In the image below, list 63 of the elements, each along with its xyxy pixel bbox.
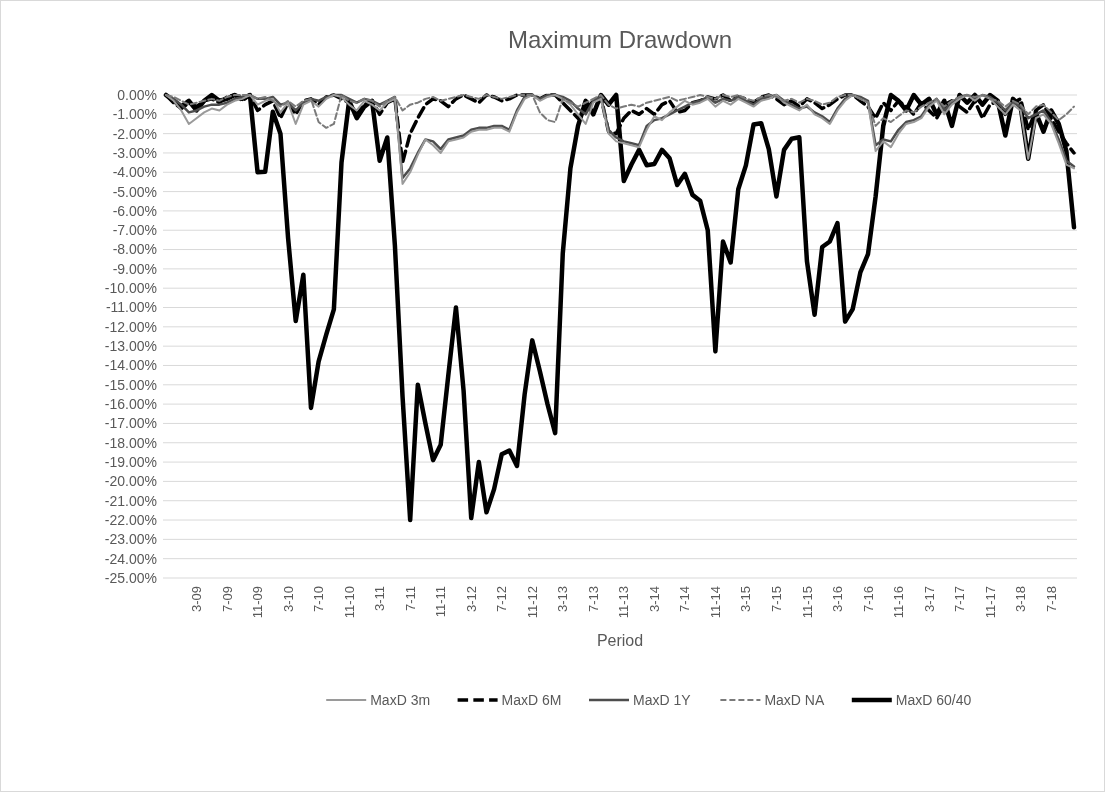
x-tick-label: 7-12 (494, 586, 510, 613)
chart-title: Maximum Drawdown (507, 26, 733, 53)
x-tick-label: 3-12 (463, 586, 479, 613)
line-series (165, 94, 1075, 129)
y-tick-label: -19.00% (104, 453, 157, 470)
x-tick-label: 11-11 (433, 586, 449, 618)
x-tick-label: 7-11 (402, 586, 418, 612)
y-tick-label: -2.00% (112, 125, 157, 142)
legend-label: MaxD 6M (501, 691, 562, 708)
x-tick-label: 11-10 (341, 586, 357, 619)
y-tick-label: -23.00% (104, 531, 157, 548)
legend-label: MaxD 1Y (633, 691, 692, 708)
legend-label: MaxD NA (764, 691, 825, 708)
y-tick-label: -12.00% (104, 318, 157, 335)
x-tick-label: 7-17 (952, 586, 968, 613)
x-tick-label: 11-15 (799, 586, 815, 619)
x-tick-label: 11-16 (891, 586, 907, 619)
y-tick-label: -22.00% (104, 511, 157, 528)
x-tick-label: 3-16 (830, 586, 846, 613)
x-tick-label: 7-14 (677, 586, 693, 613)
y-tick-label: 0.00% (117, 86, 157, 103)
y-tick-label: -11.00% (105, 299, 157, 316)
y-tick-label: -7.00% (112, 222, 157, 239)
x-tick-label: 3-09 (189, 586, 205, 613)
y-tick-label: -8.00% (112, 241, 157, 258)
x-tick-label: 11-17 (982, 586, 998, 619)
x-tick-label: 11-12 (524, 586, 540, 619)
x-tick-label: 7-09 (219, 586, 235, 613)
y-tick-label: -4.00% (112, 164, 157, 181)
y-tick-label: -13.00% (104, 338, 157, 355)
y-tick-label: -21.00% (104, 492, 157, 509)
x-tick-label: 11-14 (707, 586, 723, 619)
x-tick-label: 3-13 (555, 586, 571, 613)
x-tick-label: 3-11 (372, 586, 388, 612)
y-tick-label: -5.00% (112, 183, 157, 200)
legend-label: MaxD 3m (370, 691, 431, 708)
y-tick-label: -10.00% (104, 280, 157, 297)
x-tick-label: 7-16 (860, 586, 876, 613)
x-tick-label: 11-13 (616, 586, 632, 619)
x-axis-title: Period (596, 631, 644, 649)
x-tick-label: 7-13 (585, 586, 601, 613)
y-tick-label: -3.00% (112, 144, 157, 161)
y-tick-label: -1.00% (112, 106, 157, 123)
y-tick-label: -24.00% (104, 550, 157, 567)
x-tick-label: 7-10 (311, 586, 327, 613)
y-tick-label: -25.00% (104, 569, 157, 586)
x-tick-label: 3-17 (921, 586, 937, 613)
y-tick-label: -15.00% (104, 376, 157, 393)
x-tick-label: 3-15 (738, 586, 754, 613)
x-tick-label: 7-15 (768, 586, 784, 613)
x-tick-label: 11-09 (250, 586, 266, 619)
y-tick-label: -17.00% (104, 415, 157, 432)
y-tick-label: -6.00% (112, 202, 157, 219)
y-tick-label: -14.00% (104, 357, 157, 374)
x-tick-label: 3-10 (280, 586, 296, 613)
legend-label: MaxD 60/40 (895, 691, 972, 708)
x-tick-label: 3-14 (646, 586, 662, 613)
y-tick-label: -16.00% (104, 396, 157, 413)
x-tick-label: 3-18 (1013, 586, 1029, 613)
y-tick-label: -20.00% (104, 473, 157, 490)
y-tick-label: -9.00% (112, 260, 157, 277)
y-tick-label: -18.00% (104, 434, 157, 451)
x-tick-label: 7-18 (1043, 586, 1059, 613)
